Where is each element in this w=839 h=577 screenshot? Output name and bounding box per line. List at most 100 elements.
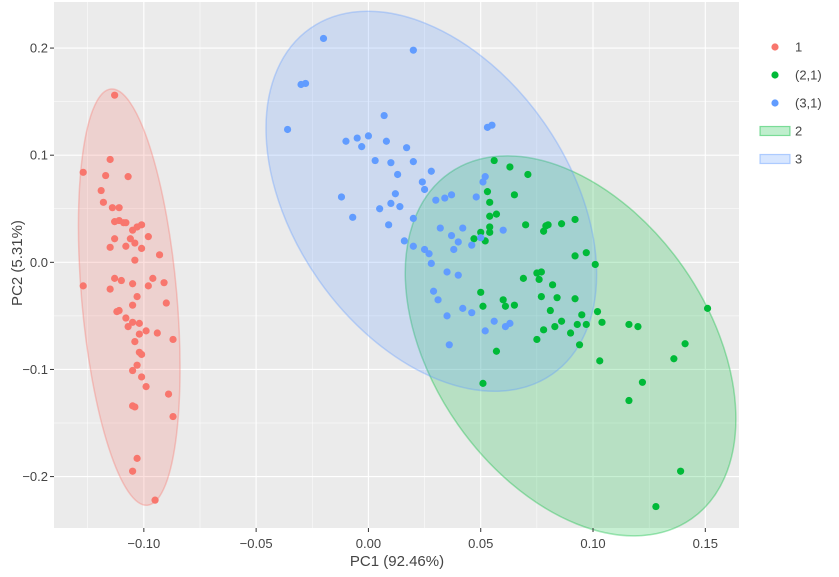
ellipse-group-3	[265, 10, 598, 393]
point-series-3-1	[409, 242, 417, 250]
point-series-1	[129, 226, 137, 234]
point-series-1	[129, 318, 137, 326]
ellipse-group-1	[77, 88, 181, 507]
point-series-3-1	[400, 237, 408, 245]
point-series-2-1	[573, 320, 581, 329]
point-series-2-1	[537, 268, 545, 276]
point-series-1	[129, 366, 137, 375]
point-series-2-1	[575, 341, 584, 349]
x-axis-ticks: −0.10 −0.05 0.00 0.05 0.10 0.15	[127, 528, 718, 551]
legend-label-3-1: (3,1)	[795, 96, 822, 111]
point-series-3-1	[283, 125, 292, 134]
y-tick-label: 0.1	[30, 148, 48, 163]
y-tick-label: 0.2	[30, 41, 48, 56]
point-series-3-1	[409, 46, 417, 54]
point-series-1	[106, 285, 114, 293]
point-series-3-1	[409, 214, 417, 222]
point-series-1	[169, 412, 177, 421]
point-series-3-1	[396, 203, 404, 211]
point-series-1	[99, 198, 108, 206]
point-series-3-1	[450, 245, 458, 254]
point-series-3-1	[364, 132, 373, 140]
point-series-3-1	[382, 137, 390, 145]
point-series-1	[164, 390, 173, 398]
point-series-3-1	[420, 185, 429, 194]
point-series-2-1	[553, 294, 561, 302]
point-series-2-1	[492, 347, 501, 355]
point-series-2-1	[670, 355, 678, 363]
point-series-3-1	[337, 193, 346, 201]
point-series-2-1	[486, 198, 494, 206]
point-series-2-1	[540, 326, 548, 334]
y-tick-label: 0.0	[30, 255, 48, 270]
point-series-2-1	[477, 288, 485, 296]
x-tick-label: −0.10	[127, 536, 160, 551]
point-series-2-1	[596, 357, 604, 365]
point-series-3-1	[376, 205, 384, 213]
point-series-3-1	[394, 170, 402, 179]
point-series-2-1	[571, 252, 579, 260]
point-series-2-1	[533, 335, 541, 344]
point-series-2-1	[486, 223, 494, 231]
point-series-3-1	[441, 194, 449, 202]
point-series-1	[124, 173, 132, 181]
point-series-1	[135, 319, 143, 327]
data-points	[79, 34, 712, 511]
point-series-3-1	[481, 173, 489, 181]
point-series-2-1	[625, 320, 633, 329]
point-series-2-1	[582, 320, 590, 329]
point-series-2-1	[492, 210, 501, 218]
point-series-1	[122, 314, 130, 322]
point-series-1	[149, 274, 157, 282]
point-series-3-1	[443, 312, 451, 320]
point-series-3-1	[429, 287, 438, 295]
point-series-1	[106, 243, 114, 251]
x-tick-label: 0.15	[693, 536, 718, 551]
point-series-3-1	[353, 134, 361, 142]
point-series-2-1	[519, 274, 527, 282]
point-series-3-1	[443, 268, 451, 276]
y-axis-title: PC2 (5.31%)	[9, 220, 26, 306]
point-series-1	[122, 242, 130, 250]
point-series-3-1	[387, 159, 395, 167]
point-series-3-1	[472, 193, 480, 201]
legend-label-2-1: (2,1)	[795, 68, 822, 83]
point-series-1	[142, 327, 150, 335]
point-series-1	[142, 382, 150, 391]
point-series-3-1	[425, 250, 433, 258]
point-series-1	[79, 168, 87, 176]
point-series-2-1	[483, 188, 492, 196]
point-series-1	[131, 239, 139, 247]
legend-label-1: 1	[795, 40, 802, 55]
legend: 1 (2,1) (3,1) 2 3	[759, 40, 822, 167]
point-series-2-1	[486, 212, 494, 220]
point-series-1	[151, 496, 159, 504]
point-series-3-1	[481, 327, 489, 335]
legend-swatch-point-3-1	[771, 99, 779, 107]
point-series-3-1	[454, 238, 462, 246]
point-series-1	[97, 186, 105, 195]
point-series-1	[117, 276, 125, 285]
point-series-1	[135, 330, 143, 338]
point-series-2-1	[499, 296, 507, 304]
point-series-3-1	[459, 304, 467, 312]
point-series-1	[133, 454, 141, 462]
point-series-1	[169, 335, 177, 344]
point-series-1	[162, 299, 170, 307]
point-series-1	[79, 282, 87, 290]
point-series-1	[137, 373, 146, 381]
point-series-3-1	[477, 234, 485, 242]
point-series-1	[135, 348, 143, 356]
point-series-1	[133, 293, 141, 301]
point-series-2-1	[522, 221, 530, 229]
point-series-1	[131, 403, 139, 411]
point-series-2-1	[546, 306, 554, 315]
y-tick-label: −0.1	[22, 362, 48, 377]
point-series-2-1	[490, 156, 498, 165]
point-series-2-1	[703, 304, 712, 312]
point-series-1	[144, 282, 152, 290]
legend-swatch-point-1	[771, 43, 779, 51]
point-series-1	[111, 274, 119, 282]
point-series-2-1	[544, 221, 552, 229]
